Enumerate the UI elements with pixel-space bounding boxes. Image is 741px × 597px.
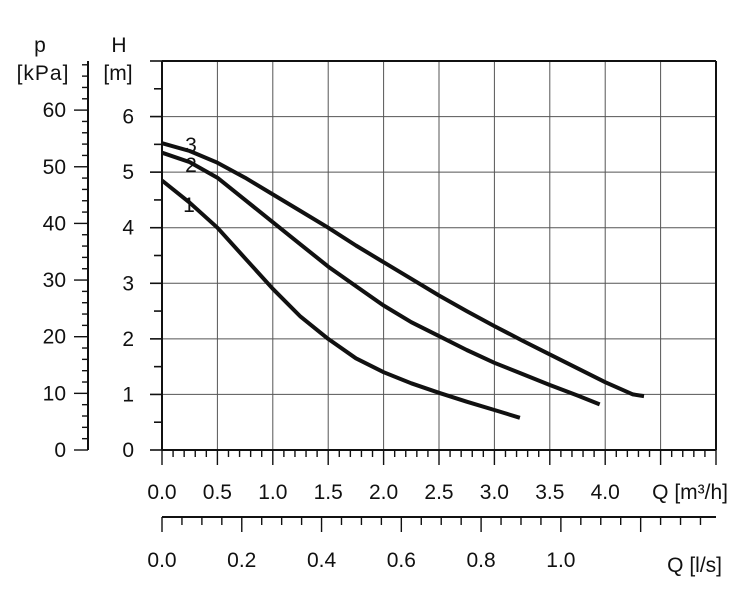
curve-label-2: 2 (185, 154, 197, 177)
p-axis-tick-label: 60 (43, 99, 66, 122)
q-ls-tick-label: 0.2 (227, 549, 256, 572)
q-ls-tick-label: 0.0 (147, 549, 176, 572)
h-axis-tick-label: 3 (122, 272, 134, 295)
q-m3h-tick-label: 4.0 (591, 481, 620, 504)
curves (160, 141, 645, 420)
q-m3h-tick-label: 0.5 (203, 481, 232, 504)
p-axis-unit: [kPa] (17, 62, 70, 85)
curve-3 (161, 141, 645, 399)
p-axis-tick-label: 50 (43, 156, 66, 179)
p-axis-tick-label: 20 (43, 326, 66, 349)
p-axis-tick-label: 0 (54, 439, 66, 462)
left-axes: 0 1 2 3 4 5 6 H [m] 0 10 20 30 40 50 60 p [kPa] (17, 34, 163, 462)
grid (162, 61, 716, 450)
h-axis-unit: [m] (103, 62, 132, 85)
h-axis-tick-label: 1 (122, 383, 134, 406)
h-axis-tick-label: 0 (122, 439, 134, 462)
q-ls-tick-label: 1.0 (546, 549, 575, 572)
q-m3h-tick-label: 0.0 (147, 481, 176, 504)
curve-label-3: 3 (185, 134, 197, 157)
h-axis-tick-label: 4 (122, 217, 134, 240)
bottom-axes: 0.0 0.5 1.0 1.5 2.0 2.5 3.0 3.5 4.0 Q [m³/h] 0.0 0.… (147, 450, 728, 577)
q-m3h-tick-label: 3.0 (480, 481, 509, 504)
h-axis-tick-label: 6 (122, 106, 134, 129)
curve-labels: 1 23 (183, 134, 197, 217)
h-axis-tick-label: 2 (122, 328, 134, 351)
h-axis-tick-label: 5 (122, 161, 134, 184)
q-ls-tick-label: 0.4 (307, 549, 337, 572)
q-ls-axis-title: Q [l/s] (667, 554, 722, 577)
curve-1 (160, 178, 521, 420)
q-m3h-axis-title: Q [m³/h] (652, 481, 728, 504)
q-m3h-tick-label: 2.5 (424, 481, 453, 504)
curve-label-1: 1 (183, 194, 195, 217)
p-axis-tick-label: 10 (43, 382, 66, 405)
q-ls-tick-label: 0.6 (387, 549, 416, 572)
q-m3h-tick-label: 2.0 (369, 481, 398, 504)
p-axis-title: p (34, 34, 46, 57)
p-axis-tick-label: 30 (43, 269, 66, 292)
curve-2 (161, 150, 601, 407)
q-m3h-tick-label: 1.5 (314, 481, 343, 504)
p-axis-tick-label: 40 (43, 212, 66, 235)
q-m3h-tick-label: 3.5 (535, 481, 564, 504)
q-m3h-tick-label: 1.0 (258, 481, 287, 504)
q-ls-tick-label: 0.8 (466, 549, 495, 572)
h-axis-title: H (111, 34, 126, 57)
